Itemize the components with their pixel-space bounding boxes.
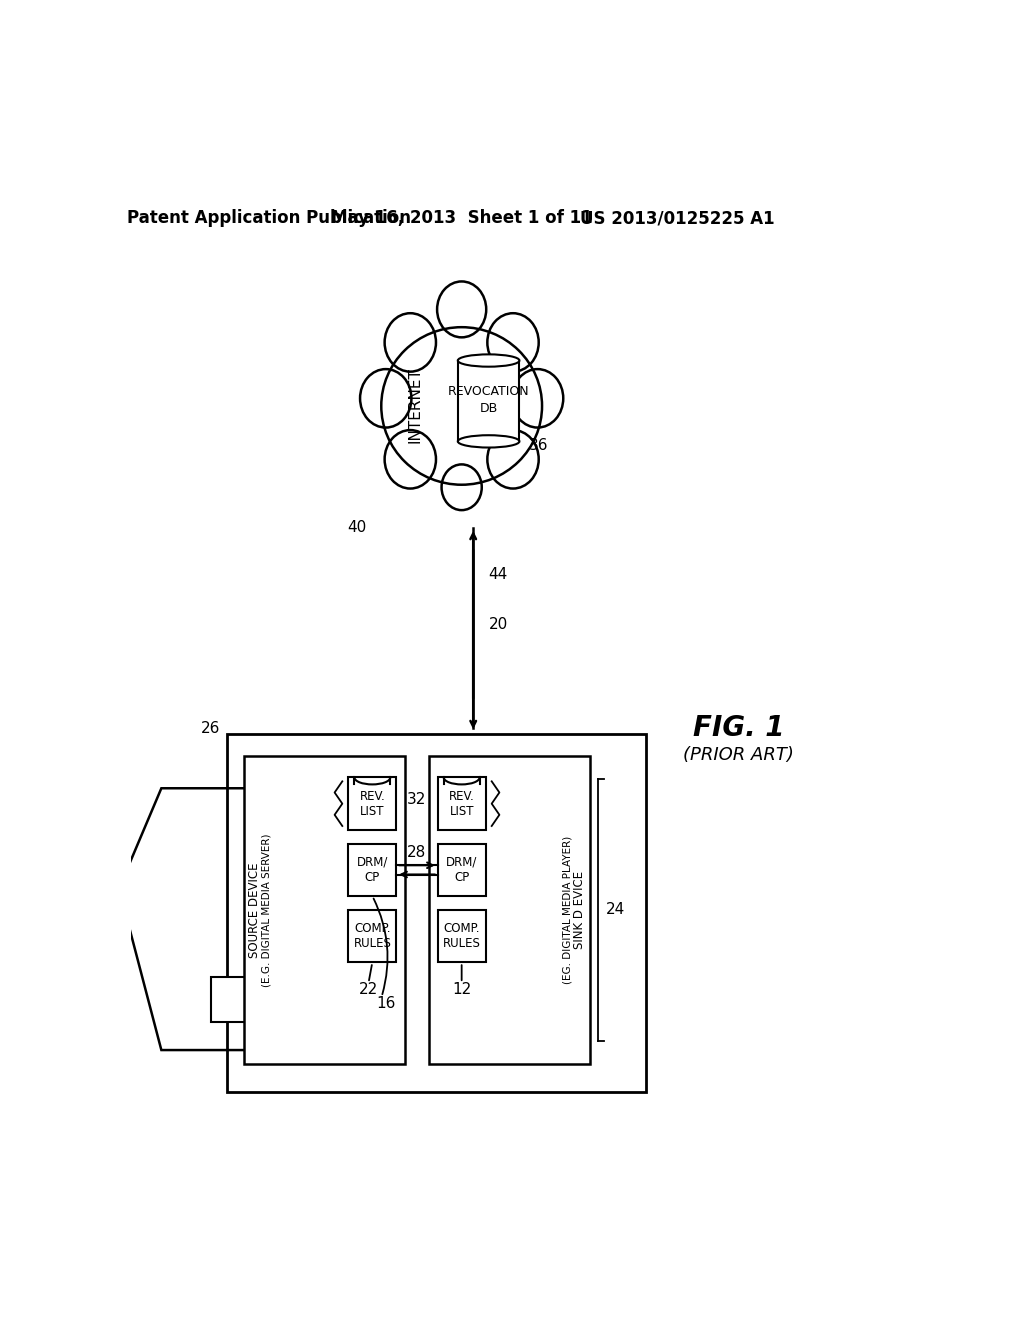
Ellipse shape [437, 281, 486, 338]
Bar [438, 909, 485, 962]
Text: COMP.
RULES: COMP. RULES [353, 923, 391, 950]
Ellipse shape [512, 370, 563, 428]
Text: 44: 44 [488, 566, 508, 582]
Text: 26: 26 [202, 721, 220, 735]
Text: DRM/
CP: DRM/ CP [356, 855, 388, 884]
Text: DRM/
CP: DRM/ CP [446, 855, 477, 884]
Text: Patent Application Publication: Patent Application Publication [127, 210, 412, 227]
Text: (E.G. DIGITAL MEDIA SERVER): (E.G. DIGITAL MEDIA SERVER) [261, 833, 271, 986]
Ellipse shape [487, 313, 539, 372]
Text: 24: 24 [605, 903, 625, 917]
Text: 40: 40 [348, 520, 367, 536]
Text: REV.
LIST: REV. LIST [449, 789, 474, 817]
Ellipse shape [381, 327, 542, 484]
Text: DB: DB [479, 403, 498, 416]
Bar [226, 734, 646, 1093]
Bar [244, 756, 406, 1064]
Text: INTERNET: INTERNET [408, 367, 423, 442]
Bar [438, 843, 485, 896]
Text: (PRIOR ART): (PRIOR ART) [683, 746, 795, 764]
Ellipse shape [385, 430, 436, 488]
Ellipse shape [360, 370, 412, 428]
Text: May 16, 2013  Sheet 1 of 11: May 16, 2013 Sheet 1 of 11 [331, 210, 593, 227]
Ellipse shape [458, 354, 519, 367]
Text: 22: 22 [358, 982, 378, 997]
Text: 28: 28 [408, 845, 427, 861]
Text: FIG. 1: FIG. 1 [693, 714, 784, 742]
Ellipse shape [385, 313, 436, 372]
Bar [211, 977, 249, 1022]
Ellipse shape [458, 436, 519, 447]
Text: 20: 20 [488, 616, 508, 632]
Text: SINK D EVICE: SINK D EVICE [573, 871, 586, 949]
Text: 36: 36 [528, 438, 548, 453]
Text: REVOCATION: REVOCATION [447, 385, 529, 399]
Ellipse shape [487, 430, 539, 488]
Bar [348, 843, 396, 896]
Text: (EG. DIGITAL MEDIA PLAYER): (EG. DIGITAL MEDIA PLAYER) [563, 836, 572, 983]
Text: SOURCE DEVICE: SOURCE DEVICE [248, 862, 261, 958]
Text: COMP.
RULES: COMP. RULES [442, 923, 480, 950]
Text: 32: 32 [408, 792, 427, 808]
Bar [348, 777, 396, 830]
Bar [458, 360, 519, 441]
Text: 16: 16 [377, 995, 396, 1011]
Bar [348, 909, 396, 962]
Bar [429, 756, 590, 1064]
Text: REV.
LIST: REV. LIST [359, 789, 385, 817]
Ellipse shape [441, 465, 481, 510]
Text: US 2013/0125225 A1: US 2013/0125225 A1 [580, 210, 774, 227]
Text: 12: 12 [452, 982, 471, 997]
Bar [438, 777, 485, 830]
